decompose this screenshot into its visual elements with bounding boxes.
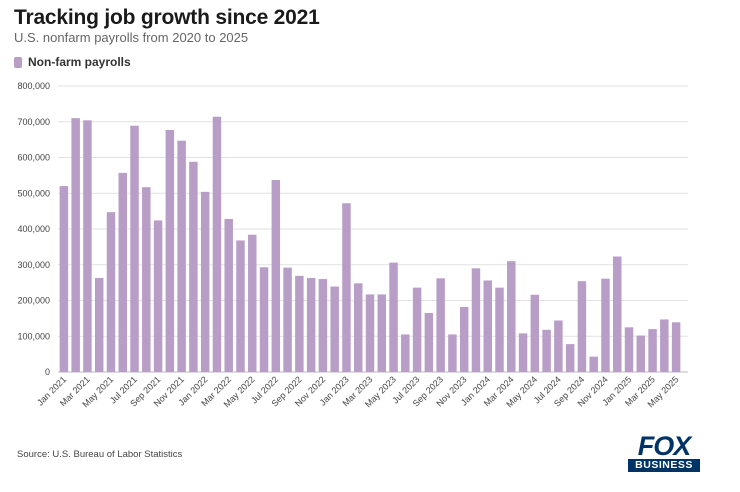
- bar: [507, 261, 516, 372]
- chart-title: Tracking job growth since 2021: [14, 6, 320, 29]
- bar: [94, 277, 104, 372]
- bar: [554, 320, 563, 372]
- bar: [271, 180, 281, 372]
- bar: [624, 327, 634, 372]
- bar: [142, 187, 151, 372]
- bar: [177, 140, 186, 372]
- bar: [165, 129, 175, 372]
- bar: [118, 172, 127, 372]
- y-tick-label: 700,000: [17, 117, 50, 127]
- bar: [412, 287, 422, 372]
- logo-fox-text: FOX: [637, 431, 692, 461]
- bar: [236, 240, 245, 372]
- y-tick-label: 800,000: [17, 81, 50, 91]
- bar: [130, 125, 139, 373]
- bar: [495, 287, 504, 372]
- bar: [660, 319, 669, 372]
- bar: [436, 278, 445, 372]
- y-tick-label: 0: [45, 367, 50, 377]
- chart-subtitle: U.S. nonfarm payrolls from 2020 to 2025: [14, 30, 249, 45]
- bar: [377, 294, 387, 372]
- bar: [200, 191, 210, 372]
- bar: [483, 280, 492, 372]
- bar: [283, 267, 292, 372]
- fox-business-logo: FOX BUSINESS: [628, 433, 700, 472]
- bar: [448, 334, 457, 372]
- bar: [353, 283, 363, 372]
- legend-swatch: [14, 56, 22, 68]
- bar: [648, 329, 657, 372]
- bar: [106, 212, 116, 372]
- bar: [59, 186, 69, 372]
- bar: [71, 118, 80, 372]
- bar: [589, 356, 598, 372]
- gridlines: [58, 85, 688, 373]
- bar: [248, 234, 257, 372]
- legend-label: Non-farm payrolls: [28, 55, 131, 69]
- bar: [365, 294, 375, 372]
- bar: [565, 344, 575, 372]
- y-tick-label: 300,000: [17, 260, 50, 270]
- source-note: Source: U.S. Bureau of Labor Statistics: [17, 449, 183, 460]
- bar: [306, 277, 316, 372]
- bar: [224, 218, 233, 372]
- bar: [189, 161, 198, 372]
- bar: [318, 279, 328, 372]
- bar: [401, 334, 410, 372]
- bar: [636, 335, 646, 372]
- bar: [342, 203, 351, 372]
- bar: [212, 116, 222, 373]
- bar: [389, 262, 398, 372]
- bar: [601, 278, 610, 372]
- y-tick-label: 400,000: [17, 224, 50, 234]
- bar: [295, 275, 304, 372]
- bars: [59, 116, 681, 373]
- bar: [459, 306, 469, 372]
- bar: [330, 286, 339, 372]
- bar: [613, 256, 622, 372]
- y-axis-ticks: 0 100,000 200,000 300,000 400,000 500,000 600,…: [17, 81, 50, 377]
- bar: [153, 220, 163, 372]
- y-tick-label: 200,000: [17, 296, 50, 306]
- bar: [259, 267, 269, 372]
- bar: [83, 120, 92, 372]
- bar: [530, 294, 540, 372]
- y-tick-label: 100,000: [17, 331, 50, 341]
- bar: [671, 322, 681, 372]
- bar: [471, 268, 481, 372]
- legend: Non-farm payrolls: [14, 55, 131, 69]
- bar: [542, 329, 551, 372]
- y-tick-label: 600,000: [17, 153, 50, 163]
- logo-business-text: BUSINESS: [628, 459, 700, 472]
- y-tick-label: 500,000: [17, 188, 50, 198]
- bar: [577, 281, 587, 372]
- bar: [518, 333, 528, 372]
- bar: [424, 313, 434, 372]
